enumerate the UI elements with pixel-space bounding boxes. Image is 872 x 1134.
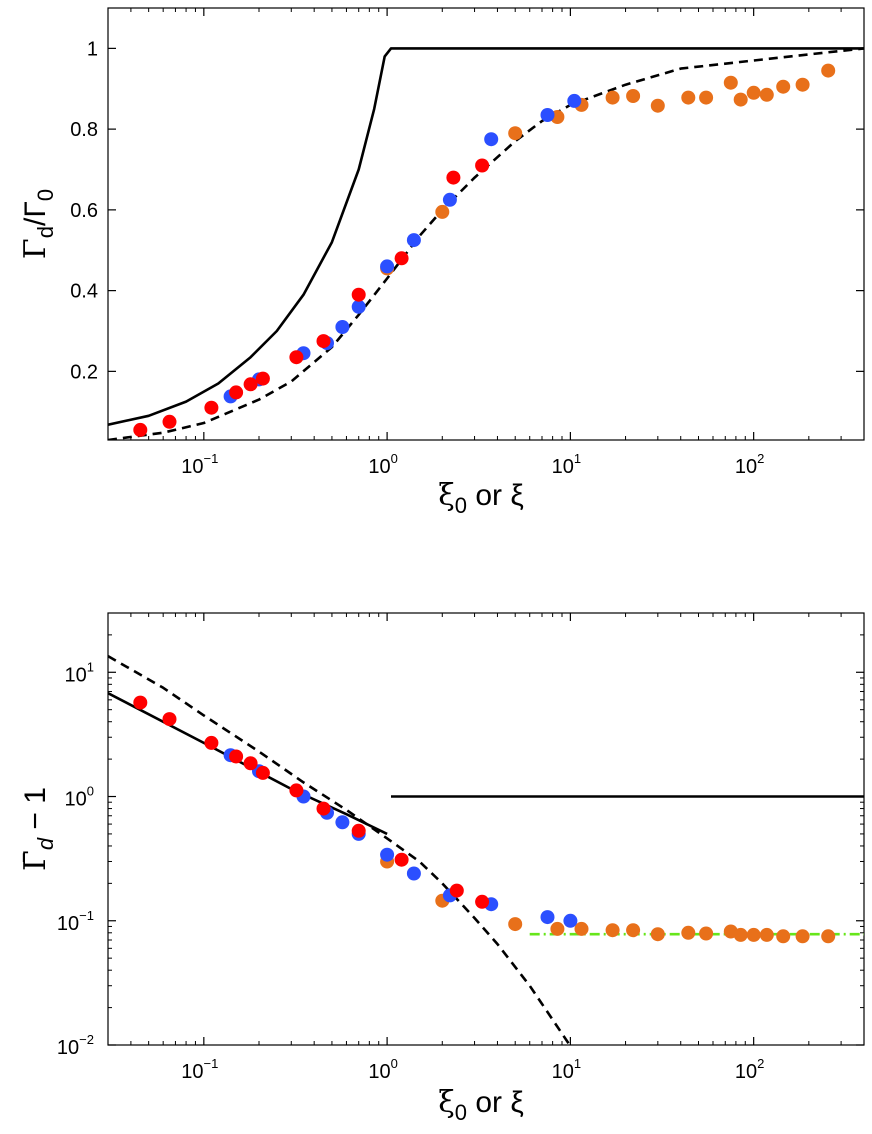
point-red	[449, 883, 464, 898]
curves	[108, 654, 864, 1045]
point-red	[255, 765, 270, 780]
x-axis-label: ξ0 or ξ	[438, 1085, 524, 1125]
point-red	[475, 894, 490, 909]
x-tick-label: 102	[735, 1056, 764, 1083]
x-tick-label: 101	[552, 1056, 581, 1083]
y-tick-label: 0.6	[70, 200, 98, 222]
point-orange	[508, 126, 523, 141]
point-orange	[795, 77, 810, 92]
point-orange	[508, 917, 523, 932]
y-tick-label: 100	[65, 784, 94, 811]
point-orange	[605, 923, 620, 938]
x-tick-label: 10−1	[181, 451, 218, 478]
x-axis-label: ξ0 or ξ	[438, 478, 524, 518]
x-tick-label: 100	[368, 1056, 397, 1083]
point-red	[255, 371, 270, 386]
point-red	[243, 756, 258, 771]
x-tick-label: 102	[735, 451, 764, 478]
point-blue	[406, 233, 421, 248]
point-orange	[759, 87, 774, 102]
top-panel: 10−1 100 101 102 0.2 0.4 0.6 0.8 1 ξ0 or ξ Γd/Γ0	[18, 7, 865, 518]
point-blue	[563, 913, 578, 928]
point-orange	[681, 925, 696, 940]
point-orange	[821, 929, 836, 944]
point-orange	[626, 923, 641, 938]
y-tick-label: 0.2	[70, 361, 98, 383]
point-blue	[380, 847, 395, 862]
point-blue	[567, 93, 582, 108]
x-tick-label: 100	[368, 451, 397, 478]
curves	[108, 47, 864, 440]
point-blue	[406, 866, 421, 881]
line-solid	[108, 47, 864, 426]
point-orange	[759, 927, 774, 942]
markers	[133, 695, 836, 944]
point-orange	[795, 929, 810, 944]
point-orange	[574, 921, 589, 936]
point-orange	[821, 63, 836, 78]
point-blue	[380, 259, 395, 274]
point-blue	[540, 910, 555, 925]
y-tick-label: 1	[87, 38, 98, 60]
point-red	[229, 749, 244, 764]
point-red	[162, 712, 177, 727]
point-blue	[540, 108, 555, 122]
point-red	[351, 287, 366, 302]
y-tick-label: 0.8	[70, 119, 98, 141]
point-red	[204, 400, 219, 415]
point-orange	[776, 929, 791, 944]
point-red	[394, 852, 409, 867]
point-red	[446, 170, 461, 185]
point-red	[204, 735, 219, 750]
point-blue	[442, 192, 457, 207]
point-orange	[681, 90, 696, 105]
point-red	[289, 783, 304, 798]
point-red	[243, 377, 258, 392]
y-tick-label: 0.4	[70, 281, 98, 303]
point-blue	[484, 132, 499, 147]
y-tick-label: 10−1	[57, 908, 94, 935]
point-blue	[335, 320, 350, 334]
point-red	[162, 414, 177, 429]
point-orange	[723, 75, 738, 90]
y-axis-label: Γd/Γ0	[18, 189, 58, 259]
point-orange	[699, 926, 714, 941]
y-tick-label: 10−2	[57, 1032, 94, 1059]
bottom-panel: 10−1 100 101 102 10−2 10−1 100 101 ξ0 or ξ Γ̄d − …	[18, 612, 865, 1125]
point-blue	[351, 299, 366, 314]
point-orange	[746, 85, 761, 100]
point-red	[316, 801, 331, 816]
y-axis-label: Γ̄d − 1	[18, 787, 58, 871]
point-orange	[699, 90, 714, 105]
point-orange	[626, 89, 641, 103]
y-tick-label: 101	[65, 659, 94, 686]
point-orange	[776, 79, 791, 94]
point-red	[133, 695, 148, 710]
x-tick-label: 10−1	[181, 1056, 218, 1083]
point-red	[289, 350, 304, 365]
point-red	[133, 422, 148, 437]
point-orange	[605, 90, 620, 105]
point-orange	[435, 204, 450, 219]
axes-box	[107, 612, 865, 1046]
point-orange	[733, 92, 748, 107]
point-orange	[550, 921, 565, 936]
point-red	[316, 334, 331, 349]
markers	[133, 63, 836, 437]
point-red	[394, 251, 409, 266]
x-tick-label: 101	[552, 451, 581, 478]
point-red	[229, 385, 244, 400]
point-red	[351, 823, 366, 838]
point-orange	[650, 98, 665, 113]
point-red	[475, 158, 490, 173]
line-dashed	[108, 654, 572, 1045]
point-orange	[733, 927, 748, 942]
axes-box	[107, 7, 865, 441]
point-orange	[650, 927, 665, 942]
point-orange	[746, 927, 761, 942]
point-blue	[335, 815, 350, 830]
